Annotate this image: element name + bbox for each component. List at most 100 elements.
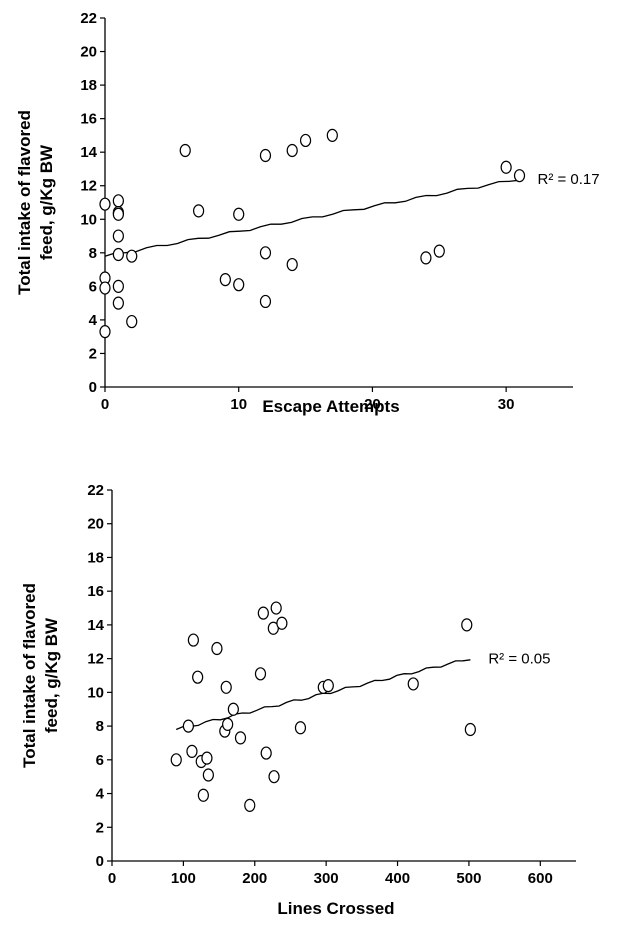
- y-tick-label: 14: [80, 144, 97, 161]
- data-point: [234, 731, 247, 745]
- r-squared-annotation: R² = 0.05: [488, 651, 550, 668]
- y-tick-label: 8: [96, 718, 104, 735]
- data-point: [233, 207, 245, 221]
- data-point: [192, 670, 204, 684]
- y-axis-title-line-2: feed, g/Kg BW: [42, 617, 61, 733]
- x-tick-label: 100: [171, 870, 196, 887]
- y-tick-label: 2: [96, 819, 104, 836]
- data-point: [186, 744, 198, 758]
- data-point: [187, 633, 199, 647]
- data-point: [201, 751, 213, 765]
- data-point: [259, 148, 272, 163]
- y-tick-label: 20: [87, 516, 104, 533]
- x-tick-label: 30: [498, 396, 515, 413]
- x-tick-label: 500: [456, 870, 481, 887]
- y-tick-label: 16: [80, 111, 97, 128]
- data-point: [244, 798, 256, 812]
- data-point: [513, 169, 526, 183]
- data-point: [202, 768, 214, 782]
- data-point: [433, 244, 445, 258]
- data-point: [227, 702, 239, 716]
- data-point: [322, 679, 334, 693]
- x-tick-label: 400: [385, 870, 410, 887]
- data-point: [294, 721, 307, 735]
- y-axis-title-line-1: Total intake of flavored: [15, 110, 34, 295]
- x-tick-label: 300: [314, 870, 339, 887]
- y-tick-label: 0: [96, 853, 104, 870]
- data-point: [326, 128, 338, 143]
- data-point: [112, 296, 124, 310]
- data-point: [464, 722, 476, 737]
- x-axis-title: Escape Attempts: [262, 397, 399, 416]
- data-point: [126, 249, 138, 263]
- x-tick-label: 0: [101, 396, 109, 413]
- y-tick-label: 8: [89, 245, 97, 262]
- x-tick-label: 10: [230, 396, 247, 413]
- data-point: [286, 143, 298, 158]
- data-point: [259, 246, 272, 260]
- y-tick-label: 22: [80, 10, 97, 27]
- r-squared-annotation: R² = 0.17: [538, 171, 600, 188]
- y-tick-label: 12: [80, 178, 97, 195]
- y-tick-label: 10: [80, 211, 97, 228]
- y-tick-label: 4: [96, 786, 105, 803]
- y-tick-label: 18: [87, 549, 104, 566]
- lines-crossed-scatter-chart: 0 2 4 6 8 10 12 14 16 18 20 22 0 100 200 300 400 500 600 Li…: [20, 482, 576, 918]
- data-point: [99, 197, 111, 211]
- data-point: [179, 143, 191, 158]
- y-tick-label: 2: [89, 345, 97, 362]
- data-point: [126, 314, 138, 329]
- y-tick-label: 22: [87, 482, 104, 499]
- data-point: [112, 247, 124, 262]
- data-point: [112, 279, 124, 293]
- x-tick-label: 600: [528, 870, 553, 887]
- data-point: [99, 281, 111, 295]
- y-tick-label: 10: [87, 684, 104, 701]
- data-point: [219, 273, 231, 287]
- y-tick-label: 20: [80, 44, 97, 61]
- data-point: [197, 788, 209, 802]
- y-tick-label: 0: [89, 379, 97, 396]
- data-point: [222, 717, 234, 732]
- data-point: [112, 229, 124, 243]
- data-point: [193, 204, 205, 218]
- trend-line: [104, 179, 520, 257]
- data-point: [500, 160, 512, 174]
- data-point: [260, 746, 272, 760]
- data-point: [420, 251, 432, 265]
- data-point: [299, 133, 312, 148]
- data-point: [99, 325, 111, 339]
- y-axis-title-line-2: feed, g/Kg BW: [37, 144, 56, 260]
- data-point: [254, 667, 267, 681]
- data-point: [257, 606, 269, 620]
- x-tick-label: 20: [364, 396, 381, 413]
- y-tick-label: 4: [89, 312, 98, 329]
- y-axis-title-line-1: Total intake of flavored: [20, 583, 39, 768]
- data-point: [112, 194, 124, 208]
- x-tick-label: 200: [242, 870, 267, 887]
- data-point: [268, 770, 280, 784]
- data-point: [233, 278, 245, 292]
- y-tick-label: 16: [87, 583, 104, 600]
- data-point: [182, 719, 194, 733]
- data-point: [461, 618, 473, 632]
- data-point: [112, 207, 124, 221]
- data-point: [270, 601, 282, 615]
- y-tick-label: 6: [89, 278, 97, 295]
- data-point: [220, 680, 232, 694]
- data-point: [276, 616, 288, 630]
- data-point: [211, 641, 223, 656]
- data-point: [407, 677, 419, 691]
- data-point: [170, 753, 182, 767]
- data-point: [259, 294, 272, 309]
- x-axis-title: Lines Crossed: [277, 899, 394, 918]
- data-point: [286, 257, 298, 272]
- y-tick-label: 12: [87, 651, 104, 668]
- y-tick-label: 6: [96, 752, 104, 769]
- y-tick-label: 14: [87, 617, 104, 634]
- trend-line: [175, 659, 471, 731]
- x-tick-label: 0: [108, 870, 116, 887]
- escape-attempts-scatter-chart: 0 2 4 6 8 10 12 14 16 18 20 22 0 10 20 30 Escape Attempt…: [15, 10, 600, 416]
